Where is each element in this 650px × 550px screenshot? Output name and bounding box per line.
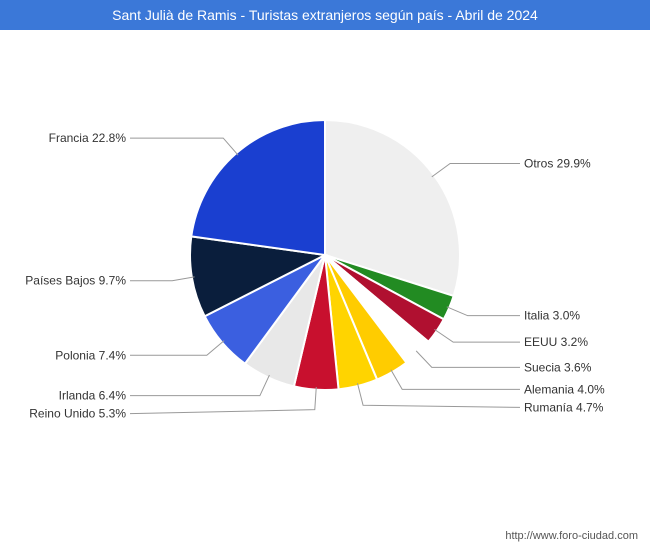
slice-label: Suecia 3.6%	[524, 360, 592, 374]
pie-chart: Otros 29.9% Italia 3.0% EEUU 3.2% Suecia 3.…	[0, 30, 650, 520]
slice-label: Irlanda 6.4%	[59, 389, 127, 403]
label-leader	[130, 341, 224, 356]
label-leader	[434, 329, 520, 342]
label-leader	[130, 375, 269, 396]
chart-area: Otros 29.9% Italia 3.0% EEUU 3.2% Suecia 3.…	[0, 30, 650, 520]
chart-title: Sant Julià de Ramis - Turistas extranjer…	[112, 7, 538, 23]
slice-label: Italia 3.0%	[524, 309, 580, 323]
slice-label: Rumanía 4.7%	[524, 400, 604, 414]
label-leader	[130, 387, 316, 414]
label-leader	[130, 277, 195, 281]
footer-url: http://www.foro-ciudad.com	[505, 530, 638, 542]
label-leader	[357, 383, 520, 407]
slice-label: Francia 22.8%	[49, 131, 127, 145]
label-leader	[447, 307, 520, 316]
chart-header: Sant Julià de Ramis - Turistas extranjer…	[0, 0, 650, 30]
label-leader	[432, 163, 520, 176]
label-leader	[130, 138, 238, 155]
label-leader	[391, 370, 520, 390]
label-leader	[416, 351, 520, 367]
slice-label: Otros 29.9%	[524, 156, 591, 170]
slice-label: Países Bajos 9.7%	[25, 274, 126, 288]
slice-label: Alemania 4.0%	[524, 382, 605, 396]
slice-label: Reino Unido 5.3%	[29, 407, 126, 421]
slice-label: Polonia 7.4%	[55, 348, 126, 362]
pie-slice	[191, 120, 325, 255]
slice-label: EEUU 3.2%	[524, 335, 588, 349]
